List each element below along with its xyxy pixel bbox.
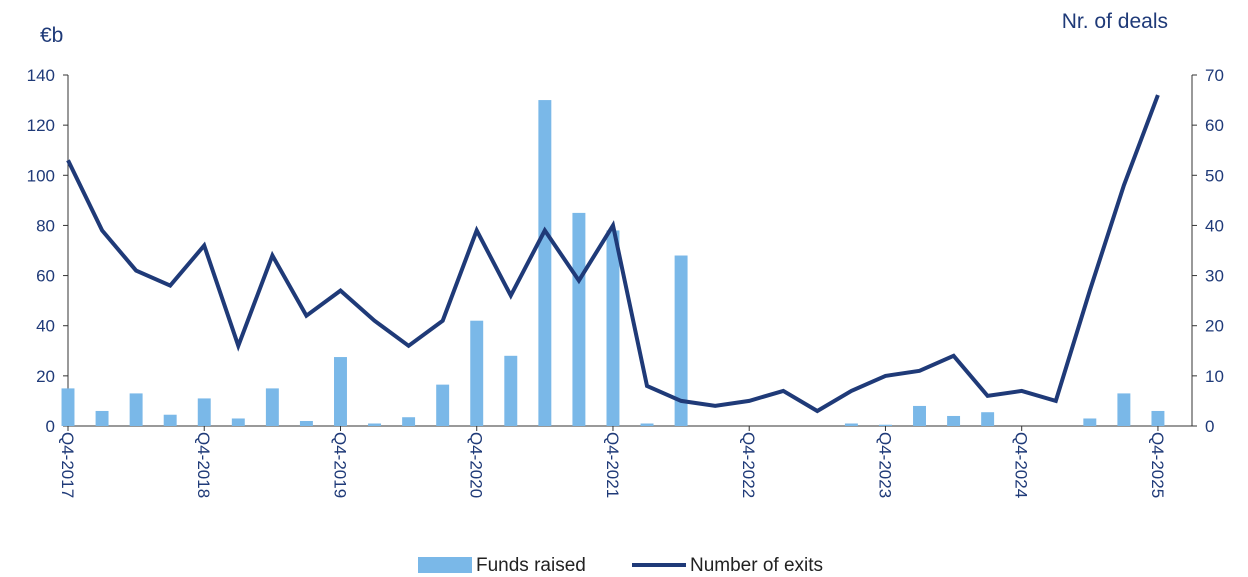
bar-funds-raised [572, 212, 586, 426]
left-axis-unit: €b [40, 24, 63, 47]
x-tick-label: Q4-2022 [739, 432, 758, 498]
bar-funds-raised [674, 255, 688, 426]
left-y-tick-label: 20 [36, 367, 55, 386]
bar-funds-raised [538, 100, 552, 427]
left-y-tick-label: 120 [27, 116, 55, 135]
x-tick-label: Q4-2018 [194, 432, 213, 498]
bar-funds-raised [947, 415, 961, 426]
x-tick-label: Q4-2023 [875, 432, 894, 498]
bar-funds-raised [470, 320, 484, 426]
right-y-tick-label: 20 [1205, 317, 1224, 336]
bar-funds-raised [878, 424, 892, 426]
bar-funds-raised [231, 418, 245, 426]
left-y-tick-label: 100 [27, 166, 55, 185]
left-y-tick-label: 140 [27, 66, 55, 85]
left-y-tick-label: 40 [36, 317, 55, 336]
tick-labels: 0 20 40 60 80 100 120 140 0 10 20 30 40 50 60 70 Q4-2017… [27, 66, 1224, 498]
bar-funds-raised [95, 410, 109, 426]
x-tick-label: Q4-2019 [330, 432, 349, 498]
bar-funds-raised [265, 388, 279, 426]
right-axis-unit: Nr. of deals [1062, 10, 1168, 33]
legend: Funds raised Number of exits [418, 555, 823, 576]
x-tick-label: Q4-2025 [1148, 432, 1167, 498]
right-y-tick-label: 50 [1205, 166, 1224, 185]
bar-funds-raised [163, 414, 177, 426]
bar-funds-raised [299, 420, 313, 426]
legend-label-funds-raised: Funds raised [476, 555, 586, 576]
bar-funds-raised [913, 405, 926, 426]
bar-funds-raised [402, 417, 416, 426]
left-y-tick-label: 0 [46, 417, 55, 436]
left-y-tick-label: 60 [36, 267, 55, 286]
funds-raised-bars [61, 100, 1165, 427]
axes [63, 74, 1197, 431]
right-y-tick-label: 10 [1205, 367, 1224, 386]
right-y-tick-label: 40 [1205, 216, 1224, 235]
bar-funds-raised [504, 355, 518, 426]
number-of-exits-line [66, 94, 1160, 414]
bar-funds-raised [1083, 418, 1097, 426]
right-y-tick-label: 30 [1205, 267, 1224, 286]
bar-funds-raised [1117, 393, 1131, 426]
bar-funds-raised [129, 393, 143, 426]
bar-funds-raised [368, 423, 382, 426]
bar-funds-raised [606, 230, 620, 426]
legend-swatch-funds-raised [418, 557, 472, 573]
bar-funds-raised [981, 412, 995, 426]
right-y-tick-label: 0 [1205, 417, 1214, 436]
legend-label-number-of-exits: Number of exits [690, 555, 823, 576]
bar-funds-raised [197, 398, 211, 426]
bar-funds-raised [61, 388, 75, 426]
bar-funds-raised [334, 357, 347, 426]
bar-funds-raised [1151, 410, 1165, 426]
bar-funds-raised [436, 384, 450, 426]
line-number-of-exits [66, 94, 1160, 414]
right-y-tick-label: 70 [1205, 66, 1224, 85]
x-tick-label: Q4-2021 [603, 432, 622, 498]
left-y-tick-label: 80 [36, 216, 55, 235]
bar-funds-raised [844, 423, 858, 426]
x-tick-label: Q4-2020 [467, 432, 486, 498]
bar-funds-raised [640, 423, 654, 426]
right-y-tick-label: 60 [1205, 116, 1224, 135]
x-tick-label: Q4-2017 [58, 432, 77, 498]
x-tick-label: Q4-2024 [1012, 432, 1031, 498]
